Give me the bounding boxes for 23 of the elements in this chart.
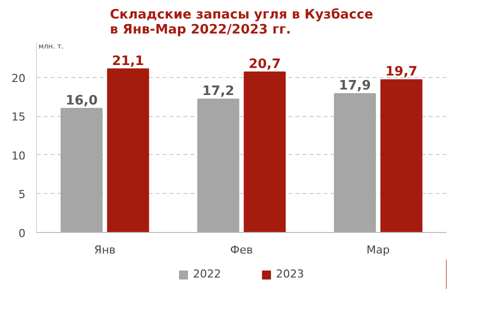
- y-tick-label: 15: [12, 110, 26, 124]
- legend-label: 2023: [276, 268, 304, 280]
- y-tick-label: 0: [18, 227, 26, 240]
- bar: [60, 108, 103, 232]
- bar: [244, 71, 286, 232]
- bar: [197, 98, 240, 232]
- bar: [380, 79, 422, 232]
- data-label: 20,7: [248, 56, 281, 72]
- legend-label: 2022: [193, 268, 221, 280]
- x-tick-label: Фев: [230, 244, 253, 256]
- data-label: 17,9: [338, 78, 371, 94]
- bar: [107, 68, 150, 232]
- data-label: 16,0: [66, 93, 98, 108]
- data-label: 19,7: [385, 64, 418, 80]
- y-tick-label: 20: [12, 72, 26, 85]
- y-tick-label: 10: [12, 149, 26, 162]
- y-tick-label: 5: [18, 188, 26, 202]
- x-tick-label: Мар: [366, 244, 390, 256]
- bar: [334, 93, 376, 232]
- chart-title: Складские запасы угля в Кузбассе в Янв-Мар 2022/2023 гг.: [110, 8, 374, 38]
- x-tick-label: Янв: [94, 244, 116, 256]
- data-label: 21,1: [112, 54, 144, 69]
- data-label: 17,2: [202, 84, 234, 100]
